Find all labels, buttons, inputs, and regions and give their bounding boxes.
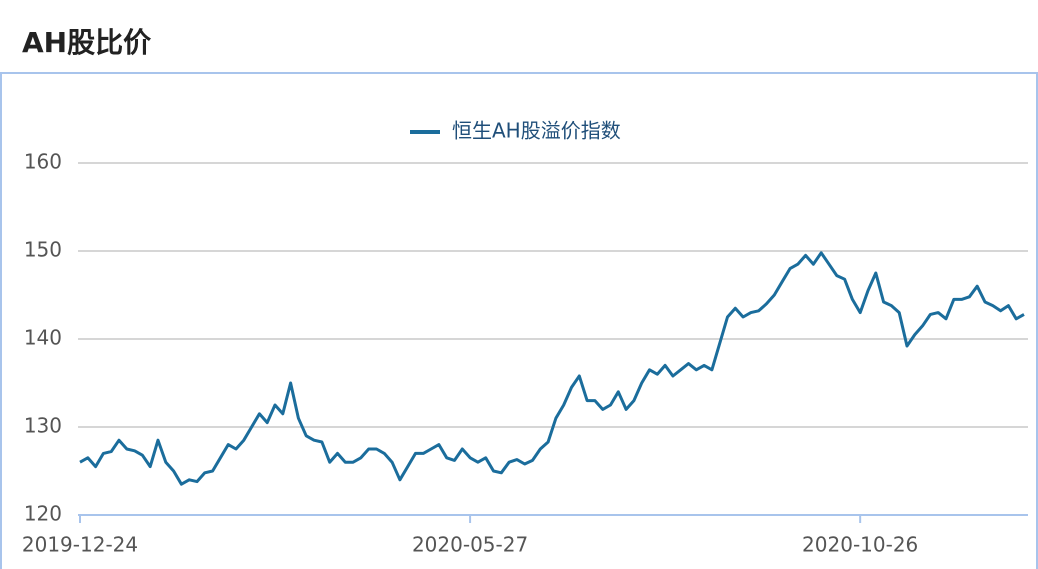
x-tick-label: 2020-05-27 [412,533,528,557]
line [79,251,1025,486]
legend-label: 恒生AH股溢价指数 [452,119,621,143]
x-tick-label: 2019-12-24 [22,533,138,557]
y-tick-label: 150 [24,238,62,262]
y-tick-label: 130 [24,414,62,438]
chart-title: AH股比价 [22,26,152,59]
panel [0,72,1038,569]
y-tick-label: 120 [24,502,62,526]
x-tick-label: 2020-10-26 [802,533,918,557]
y-tick-label: 140 [24,326,62,350]
y-tick-label: 160 [24,150,62,174]
